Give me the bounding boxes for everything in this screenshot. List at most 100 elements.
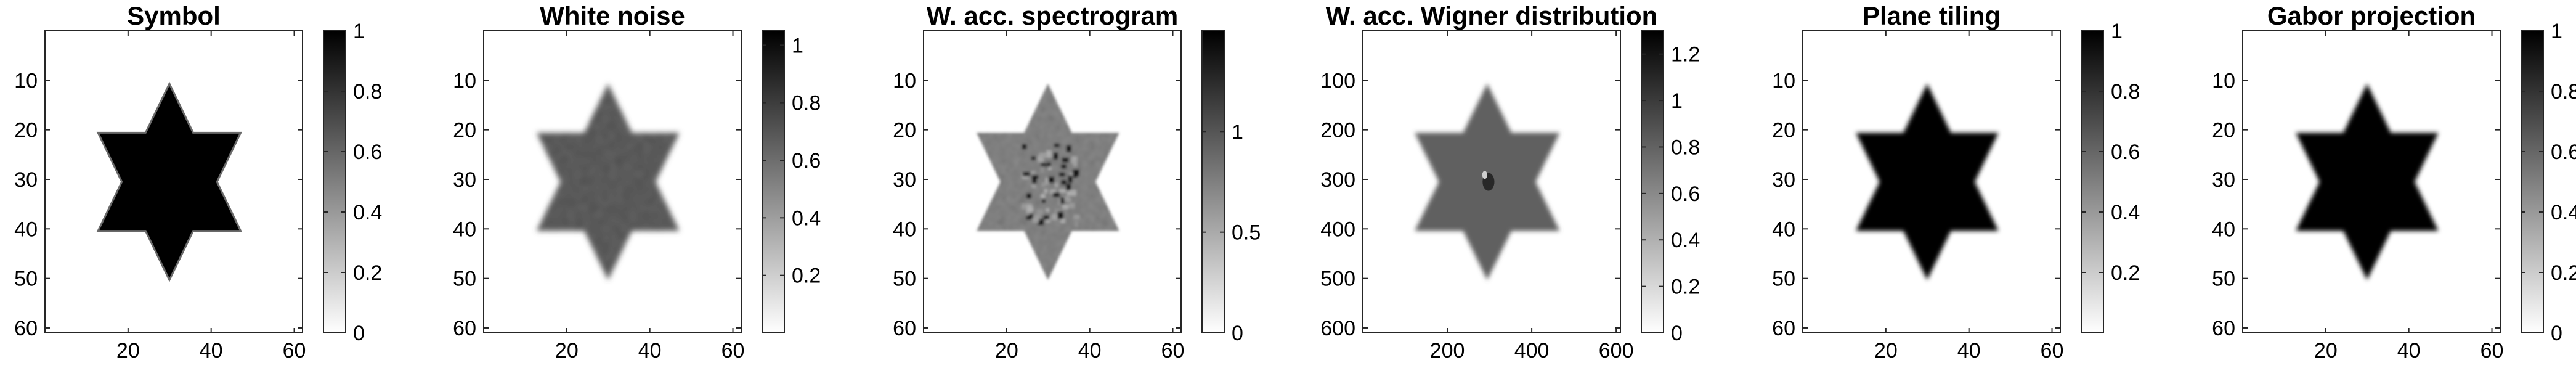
colorbar-tick-label: 0.4 [353, 201, 382, 224]
x-tick-label: 40 [2397, 339, 2421, 362]
colorbar [323, 30, 346, 333]
panels: 20 40 60102030405060Symbol00.20.40.60.8120… [14, 1, 2576, 362]
colorbar-tick-label: 0.4 [792, 206, 821, 230]
colorbar [1201, 30, 1225, 333]
speckle [1034, 214, 1041, 219]
speckle [1026, 207, 1033, 212]
speckle [1060, 218, 1065, 223]
colorbar-tick-label: 0.4 [2111, 201, 2140, 224]
colorbar-tick-label: 1 [353, 20, 365, 43]
axes-frame [44, 30, 303, 333]
x-tick-label: 60 [2041, 339, 2064, 362]
colorbar [2081, 30, 2104, 333]
y-tick-label: 400 [1320, 218, 1355, 241]
colorbar-tick-label: 0.4 [2551, 201, 2576, 224]
x-tick-label: 20 [995, 339, 1018, 362]
y-tick-label: 60 [453, 317, 476, 340]
x-tick-label: 40 [638, 339, 662, 362]
speckle [1038, 219, 1044, 226]
colorbar-tick-label: 0.6 [353, 141, 382, 164]
speckle [1032, 178, 1037, 184]
speckle [1031, 184, 1036, 189]
y-tick-label: 30 [1772, 168, 1795, 192]
y-tick-label: 60 [14, 317, 38, 340]
speckle [1050, 189, 1057, 194]
y-tick-label: 20 [14, 119, 38, 142]
colorbar-tick-label: 0 [353, 322, 365, 345]
panel-title: W. acc. spectrogram [927, 1, 1179, 30]
y-tick-label: 40 [893, 218, 916, 241]
speckle [1073, 169, 1079, 176]
x-tick-label: 20 [2314, 339, 2338, 362]
speckle [1075, 221, 1078, 227]
colorbar-tick-label: 0.4 [1671, 229, 1700, 252]
colorbar-tick-label: 0.2 [2551, 261, 2576, 285]
speckle [1053, 152, 1058, 160]
speckle [1041, 194, 1046, 198]
y-tick-label: 30 [893, 168, 916, 192]
panel-3: 20 40 60 10 20 30 40 50 60 W. acc. spectrogram 0 0.… [893, 1, 1261, 362]
speckle [1068, 175, 1073, 183]
y-tick-label: 40 [2212, 218, 2235, 241]
y-tick-label: 30 [453, 168, 476, 192]
speckle [1022, 172, 1030, 176]
speckle [1036, 209, 1044, 215]
speckle [1054, 208, 1060, 214]
center-speckle [1021, 144, 1080, 227]
speckle [1048, 176, 1055, 183]
star-rim [96, 81, 242, 282]
speckle [1061, 180, 1067, 185]
colorbar-tick-label: 0.2 [353, 261, 382, 285]
axes-frame [923, 30, 1182, 333]
x-tick-label: 40 [1957, 339, 1981, 362]
colorbar-tick-label: 1 [1671, 89, 1683, 113]
speckle [1040, 166, 1044, 173]
speckle [1065, 197, 1071, 202]
x-tick-label: 20 [1874, 339, 1898, 362]
colorbar-tick-label: 0.2 [792, 264, 821, 288]
speckle [1059, 189, 1067, 193]
colorbar-tick-label: 0 [2551, 322, 2562, 345]
y-tick-label: 60 [1772, 317, 1795, 340]
star-heatmap [2296, 83, 2439, 280]
y-tick-label: 60 [2212, 317, 2235, 340]
speckle [1042, 199, 1046, 203]
axes-frame [1362, 30, 1621, 333]
panel-1: 20 40 60 10 20 30 40 50 60 Symbol 0 0.2 0.4 0.6 0.8 1 [14, 1, 382, 362]
speckle [1026, 216, 1031, 220]
speckle [1038, 155, 1044, 163]
speckle [1073, 214, 1080, 220]
panel-4: 200 400 600 100 200 300 400 500 600 W. acc. Wigne… [1320, 1, 1700, 362]
y-tick-label: 10 [453, 69, 476, 92]
x-tick-label: 400 [1514, 339, 1550, 362]
colorbar-tick-label: 0.6 [792, 149, 821, 173]
panel-title: W. acc. Wigner distribution [1326, 1, 1658, 30]
speckle [1054, 182, 1058, 187]
x-tick-label: 600 [1599, 339, 1634, 362]
y-tick-label: 10 [893, 69, 916, 92]
y-tick-label: 10 [14, 69, 38, 92]
y-tick-label: 50 [893, 268, 916, 291]
speckle [1052, 213, 1060, 221]
colorbar-tick-label: 1 [792, 34, 803, 57]
colorbar [1641, 30, 1664, 333]
y-tick-label: 500 [1320, 268, 1355, 291]
colorbar-tick-label: 0 [1671, 322, 1683, 345]
speckle [1022, 144, 1027, 150]
speckle [1026, 210, 1033, 214]
speckle [1062, 204, 1069, 210]
speckle [1059, 172, 1065, 177]
colorbar-tick-label: 0.8 [2111, 80, 2140, 104]
speckle [1054, 144, 1060, 147]
panel-title: Plane tiling [1863, 1, 2001, 30]
star-group [1856, 83, 1999, 280]
y-tick-label: 200 [1320, 119, 1355, 142]
colorbar [2521, 30, 2544, 333]
star-heatmap [1856, 83, 1999, 280]
y-tick-label: 50 [453, 268, 476, 291]
colorbar-tick-label: 0.6 [2551, 141, 2576, 164]
panel-5: 20 40 60 10 20 30 40 50 60 Plane tiling 0.2 0.4 0.6 0… [1772, 1, 2140, 362]
colorbar-tick-label: 0.8 [1671, 136, 1700, 159]
axes-frame [2242, 30, 2501, 333]
speckle [1031, 156, 1036, 160]
